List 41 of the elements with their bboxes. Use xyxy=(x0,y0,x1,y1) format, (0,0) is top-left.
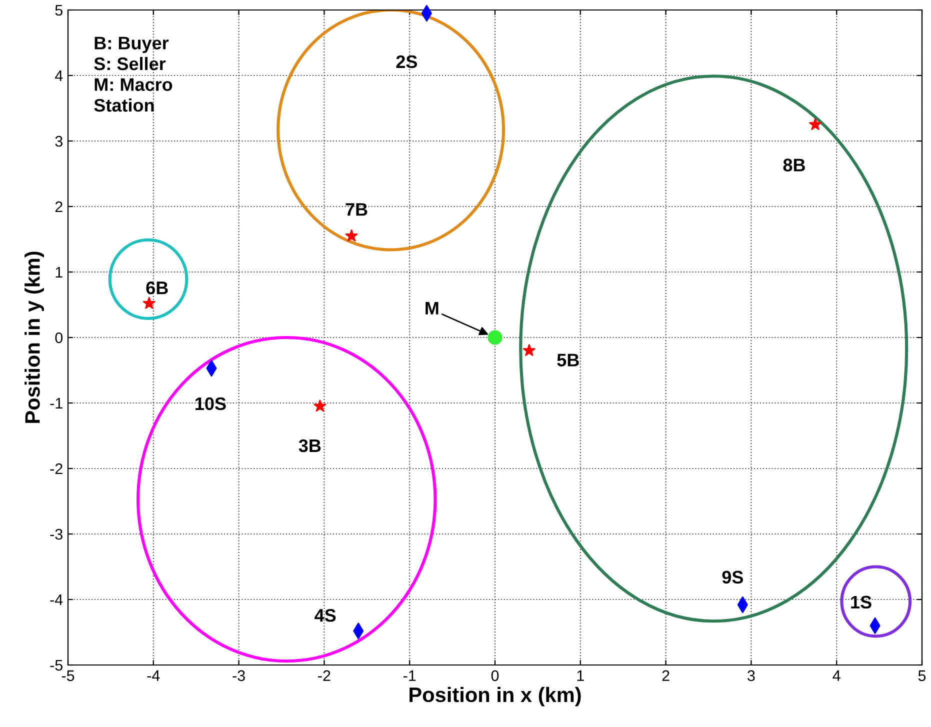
annotation: 9S xyxy=(722,570,743,584)
annotation: 1S xyxy=(851,596,872,609)
y-tick-label: -4 xyxy=(50,594,63,606)
annotation: 4S xyxy=(314,609,336,622)
x-tick-label: 2 xyxy=(662,670,670,681)
y-axis-title: Position in y (km) xyxy=(24,252,44,423)
y-tick-label: -1 xyxy=(50,398,62,409)
y-tick-label: 3 xyxy=(55,136,62,147)
point xyxy=(314,400,326,412)
y-tick-label: 5 xyxy=(55,5,62,16)
x-axis-title: Position in x (km) xyxy=(410,686,581,706)
y-tick-label: -2 xyxy=(50,463,62,474)
point xyxy=(142,296,156,309)
y-tick-label: -5 xyxy=(50,660,62,671)
x-tick-label: 0 xyxy=(491,670,499,682)
annotation: 7B xyxy=(346,203,368,216)
point xyxy=(488,330,502,345)
y-tick-label: -3 xyxy=(50,528,62,540)
point xyxy=(345,229,358,242)
annotation: B: Buyer S: Seller M: Macro Station xyxy=(94,36,172,112)
annotation: 3B xyxy=(298,439,321,452)
point xyxy=(522,344,536,356)
x-tick-label: -4 xyxy=(147,670,160,681)
annotation: 2S xyxy=(396,55,418,68)
x-tick-label: 3 xyxy=(748,670,755,682)
annotation: 8B xyxy=(783,158,805,172)
annotation: 10S xyxy=(196,397,226,410)
y-tick-label: 2 xyxy=(55,201,62,212)
y-tick-label: 0 xyxy=(55,332,63,344)
x-tick-label: 5 xyxy=(918,670,926,682)
x-tick-label: 1 xyxy=(577,670,584,681)
annotation: M xyxy=(426,302,438,314)
x-tick-label: -1 xyxy=(403,670,416,681)
y-tick-label: 1 xyxy=(56,267,62,278)
y-tick-label: 4 xyxy=(54,70,63,82)
point xyxy=(809,118,822,130)
x-tick-label: -3 xyxy=(232,670,245,682)
x-tick-label: -2 xyxy=(318,670,330,681)
annotation: 5B xyxy=(557,354,579,366)
x-tick-label: 4 xyxy=(832,670,840,681)
annotation: 6B xyxy=(146,282,168,294)
